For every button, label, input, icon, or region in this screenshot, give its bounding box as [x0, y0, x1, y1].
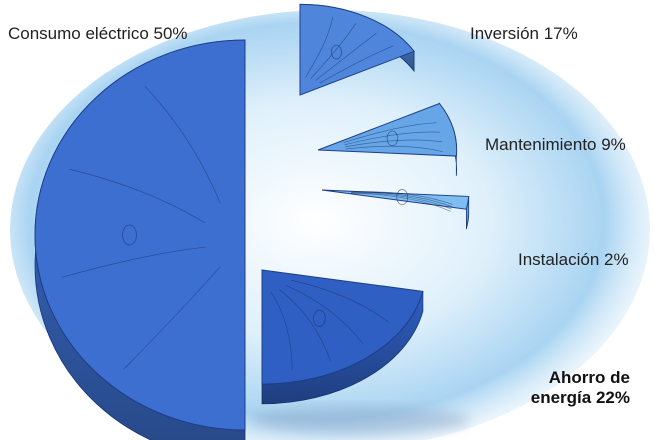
slice-instalacion-detail-line — [351, 192, 451, 212]
slice-consumo-electrico — [34, 39, 246, 440]
slice-mantenimiento-detail-line — [345, 145, 443, 153]
slice-ahorro-energia-detail-hole — [313, 309, 326, 327]
slice-inversion-detail-line — [310, 23, 357, 79]
slice-inversion-detail-hole — [330, 44, 342, 60]
slice-mantenimiento-detail-line — [343, 122, 437, 144]
slice-inversion-top — [299, 3, 415, 96]
label-consumo-electrico: Consumo eléctrico 50% — [8, 24, 188, 43]
slice-inversion-detail-line — [315, 32, 377, 81]
slice-ahorro-energia-detail-line — [270, 291, 293, 371]
label-instalacion: Instalación 2% — [518, 250, 629, 269]
slice-instalacion-detail-line — [351, 192, 452, 210]
slice-mantenimiento — [317, 102, 458, 176]
slice-ahorro-energia-detail-line — [291, 279, 390, 323]
slice-consumo-electrico-detail-line — [61, 246, 206, 278]
slice-inversion-detail-line — [319, 45, 394, 84]
label-inversion: Inversión 17% — [470, 24, 578, 43]
slice-ahorro-energia-side-shade — [262, 291, 423, 404]
label-ahorro-energia: Ahorro de energía 22% — [530, 368, 630, 408]
slice-ahorro-energia — [261, 269, 424, 405]
label-mantenimiento: Mantenimiento 9% — [485, 135, 626, 154]
slice-consumo-electrico-top — [34, 39, 246, 431]
slice-ahorro-energia-top — [261, 269, 424, 385]
shadow-ahorro — [250, 406, 470, 434]
slice-instalacion — [321, 189, 470, 230]
slice-ahorro-energia-detail-line — [278, 289, 331, 362]
slice-ahorro-energia-detail-line — [286, 285, 364, 345]
slice-instalacion-side-shade — [466, 196, 469, 229]
slice-mantenimiento-detail-line — [344, 131, 441, 146]
slice-consumo-electrico-detail-line — [123, 266, 221, 370]
slice-mantenimiento-detail-hole — [386, 130, 399, 147]
slice-consumo-electrico-detail-line — [69, 168, 206, 224]
slice-mantenimiento-detail-line — [345, 139, 443, 148]
slice-instalacion-detail-line — [351, 191, 453, 208]
slice-consumo-electrico-detail-line — [144, 85, 221, 204]
slice-inversion — [299, 3, 415, 96]
slice-instalacion-detail-hole — [396, 189, 409, 206]
slice-inversion-detail-line — [305, 16, 334, 78]
slice-consumo-electrico-detail-hole — [122, 224, 137, 246]
